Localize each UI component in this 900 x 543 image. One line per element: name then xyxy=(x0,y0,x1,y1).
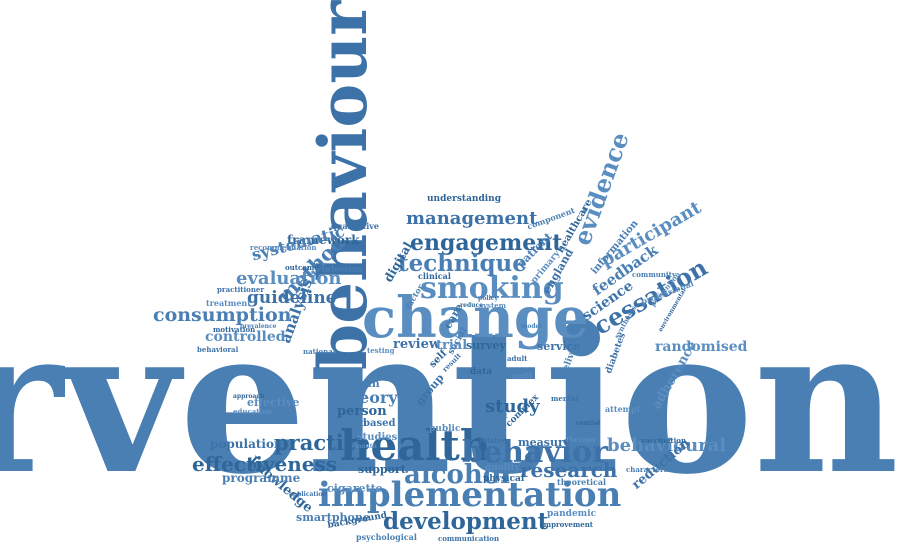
word-audit: audit xyxy=(512,371,533,380)
word-guideline: guideline xyxy=(247,288,337,308)
word-characteristic: characteristic xyxy=(626,465,681,474)
word-based: based xyxy=(363,418,396,429)
word-mental: mental xyxy=(551,394,579,403)
word-clinical: clinical xyxy=(418,271,451,281)
word-attempt: attempt xyxy=(605,404,641,414)
word-recommendation: recommendation xyxy=(250,243,317,252)
word-technique: technique xyxy=(398,250,527,277)
word-outcome: outcome xyxy=(285,263,319,272)
word-effectiveness: effectiveness xyxy=(192,452,338,476)
word-theoretical: theoretical xyxy=(557,477,607,487)
word-effective: effective xyxy=(247,396,300,409)
word-setting: setting xyxy=(339,357,363,364)
word-engagement: engagement xyxy=(410,230,563,256)
word-behavior: behavior xyxy=(462,435,608,470)
word-management: management xyxy=(406,208,538,229)
word-behavioural: behavioural xyxy=(607,435,727,456)
word-quality: quality xyxy=(485,463,520,473)
word-communication: communication xyxy=(438,534,500,543)
word-survey: survey xyxy=(466,339,506,352)
word-therapy: therapy xyxy=(566,435,596,444)
word-review: review xyxy=(393,337,441,352)
word-cigarette: cigarette xyxy=(327,482,383,495)
word-framework: framework xyxy=(287,233,360,247)
word-control: control xyxy=(576,420,601,427)
word-randomised: randomised xyxy=(655,339,748,355)
word-research: research xyxy=(520,458,618,482)
word-development: development xyxy=(383,508,549,535)
word-health: health xyxy=(340,421,491,470)
word-related: related xyxy=(479,436,507,445)
word-behavioral: behavioral xyxy=(197,345,239,354)
word-national: national xyxy=(303,347,336,356)
word-prevalence: prevalence xyxy=(240,323,277,330)
word-approach: approach xyxy=(233,393,265,400)
word-intervention: intervention xyxy=(0,284,899,519)
word-service: service xyxy=(537,340,581,353)
word-treatment: treatment xyxy=(206,298,251,308)
word-adult: adult xyxy=(507,354,528,363)
word-infection: infection xyxy=(322,264,363,274)
word-model: model xyxy=(521,323,542,330)
word-testing: testing xyxy=(367,346,395,355)
word-data: data xyxy=(470,367,493,377)
word-change: change xyxy=(362,285,589,351)
word-report: report xyxy=(483,411,508,420)
word-alcohol: alcohol xyxy=(404,460,511,490)
word-physical: physical xyxy=(483,474,525,484)
word-trial: trial xyxy=(436,338,468,353)
word-measure: measure xyxy=(518,436,571,449)
word-system: system xyxy=(479,301,507,310)
word-design: design xyxy=(330,418,368,429)
word-improvement: improvement xyxy=(541,520,594,529)
word-vaccination: vaccination xyxy=(641,436,687,445)
word-implementation: implementation xyxy=(318,475,622,515)
word-community: community xyxy=(632,270,676,279)
word-evaluation: evaluation xyxy=(236,268,342,289)
word-population: population xyxy=(210,437,283,451)
word-smoking: smoking xyxy=(420,271,564,306)
word-human: human xyxy=(337,377,380,390)
word-theory: theory xyxy=(340,388,398,407)
word-reduce: reduce xyxy=(460,302,484,309)
word-study: study xyxy=(485,396,540,417)
word-programme: programme xyxy=(222,471,301,485)
word-month: month xyxy=(355,443,377,450)
word-practice: practice xyxy=(274,430,370,455)
word-psychological: psychological xyxy=(356,532,417,542)
word-controlled: controlled xyxy=(205,329,286,345)
word-studies: studies xyxy=(357,432,398,443)
word-consumption: consumption xyxy=(153,304,292,326)
word-policy: policy xyxy=(478,295,498,302)
word-practitioner: practitioner xyxy=(217,285,265,294)
word-smartphone: smartphone xyxy=(296,511,370,524)
word-person: person xyxy=(337,404,387,419)
word-support: support xyxy=(358,463,406,476)
word-understanding: understanding xyxy=(427,194,501,204)
word-application: application xyxy=(289,491,327,498)
word-qualitative: qualitative xyxy=(331,221,380,231)
word-pandemic: pandemic xyxy=(547,509,597,519)
word-education: education xyxy=(233,407,272,416)
word-public: public xyxy=(429,424,461,434)
word-motivation: motivation xyxy=(213,325,256,334)
